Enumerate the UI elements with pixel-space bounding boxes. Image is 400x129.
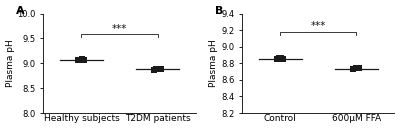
- Text: ***: ***: [311, 21, 326, 31]
- Y-axis label: Plasma pH: Plasma pH: [210, 39, 218, 87]
- Text: B: B: [215, 6, 223, 15]
- Point: [356, 67, 363, 69]
- Point: [350, 68, 356, 70]
- Point: [280, 58, 286, 60]
- Point: [278, 57, 284, 59]
- Point: [81, 59, 88, 61]
- Text: ***: ***: [112, 24, 127, 34]
- Point: [276, 57, 282, 59]
- Point: [157, 68, 164, 70]
- Point: [77, 59, 84, 61]
- Point: [274, 58, 280, 60]
- Point: [353, 67, 360, 69]
- Text: A: A: [16, 6, 24, 15]
- Point: [75, 59, 82, 61]
- Y-axis label: Plasma pH: Plasma pH: [6, 39, 14, 87]
- Point: [79, 58, 86, 60]
- Point: [155, 68, 162, 70]
- Point: [151, 68, 158, 71]
- Point: [153, 68, 160, 70]
